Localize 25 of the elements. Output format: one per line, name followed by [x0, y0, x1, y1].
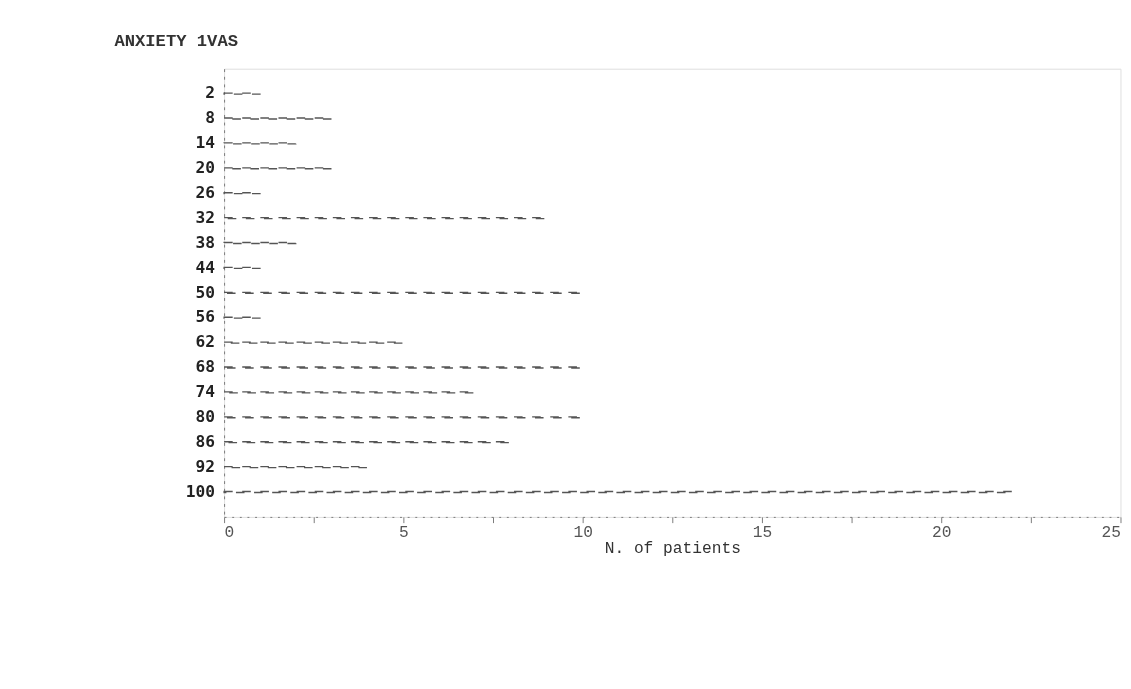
- x-tick-label: 0: [224, 524, 235, 543]
- y-tick-label: 80: [195, 407, 216, 427]
- chart-title: ANXIETY 1VAS: [114, 31, 238, 51]
- x-tick-label: 15: [752, 524, 773, 543]
- x-tick-label: 20: [931, 524, 952, 543]
- y-tick-label: 32: [195, 207, 216, 227]
- y-tick-label: 62: [195, 332, 216, 352]
- y-tick-label: 14: [195, 133, 216, 153]
- x-axis-title: N. of patients: [604, 539, 741, 558]
- x-tick-label: 10: [573, 524, 593, 543]
- y-tick-label: 38: [195, 232, 216, 252]
- y-tick-label: 8: [205, 108, 216, 128]
- y-tick-label: 50: [195, 282, 216, 302]
- y-tick-label: 2: [205, 83, 216, 103]
- x-tick-label: 5: [398, 524, 409, 543]
- y-tick-label: 68: [195, 357, 216, 377]
- y-tick-label: 74: [195, 382, 216, 402]
- y-tick-label: 20: [195, 158, 216, 178]
- y-tick-label: 100: [185, 481, 216, 501]
- y-tick-label: 92: [195, 456, 216, 476]
- y-tick-label: 26: [195, 182, 216, 202]
- x-tick-label: 25: [1101, 524, 1121, 543]
- y-tick-label: 56: [195, 307, 216, 327]
- y-tick-label: 86: [195, 431, 216, 451]
- y-tick-label: 44: [195, 257, 216, 277]
